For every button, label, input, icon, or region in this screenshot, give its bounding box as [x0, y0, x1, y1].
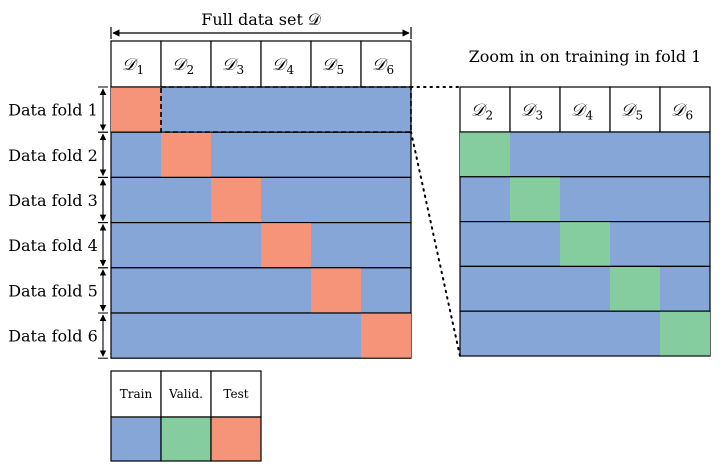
fold-row-6: Data fold 6 [8, 312, 412, 359]
legend-label: Train [120, 387, 153, 401]
validation-block [610, 267, 660, 311]
fold-row-2: Data fold 2 [8, 131, 412, 178]
training-block [110, 267, 412, 314]
header-d4-label: 𝒟4 [272, 55, 295, 77]
zoom-header-d2-label: 𝒟2 [471, 101, 493, 123]
header-d1-label: 𝒟1 [122, 55, 144, 77]
test-block [161, 132, 211, 177]
fold-label: Data fold 4 [8, 236, 98, 255]
zoom-row-5 [459, 310, 711, 357]
zoom-header-d6: 𝒟6 [659, 86, 711, 133]
legend: Train Valid. Test [110, 370, 262, 462]
fold-rows: Data fold 1 Data fold 2 Data fold 3 Data fo… [8, 86, 412, 359]
test-block [111, 87, 161, 132]
legend-test: Test [210, 370, 262, 462]
fold-label: Data fold 1 [8, 101, 98, 120]
zoom-row-1 [459, 131, 711, 178]
header-d5-label: 𝒟5 [322, 55, 344, 77]
header-d6: 𝒟6 [360, 40, 412, 88]
validation-block [460, 132, 510, 177]
zoom-row-4 [459, 265, 711, 312]
training-block [459, 176, 711, 223]
main-header-row: 𝒟1 𝒟2 𝒟3 𝒟4 𝒟5 𝒟6 [110, 40, 412, 88]
fold-row-5: Data fold 5 [8, 267, 412, 314]
test-block [361, 313, 411, 358]
fold-row-1: Data fold 1 [8, 86, 412, 133]
fold-label: Data fold 6 [8, 327, 98, 346]
zoom-header-d4-label: 𝒟4 [571, 101, 594, 123]
header-d2-label: 𝒟2 [172, 55, 194, 77]
zoom-row-3 [459, 221, 711, 268]
fold-label: Data fold 3 [8, 191, 98, 210]
validation-block [560, 222, 610, 266]
header-d3: 𝒟3 [210, 40, 262, 88]
zoom-header-d5-label: 𝒟5 [621, 101, 643, 123]
zoom-header-d2: 𝒟2 [459, 86, 511, 133]
legend-swatch-test [210, 416, 262, 462]
training-block [459, 265, 711, 312]
training-block [110, 131, 412, 178]
zoom-title: Zoom in on training in fold 1 [469, 47, 702, 66]
legend-label: Test [223, 387, 248, 401]
header-d2: 𝒟2 [160, 40, 212, 88]
zoom-header-d3: 𝒟3 [509, 86, 561, 133]
zoom-header-d3-label: 𝒟3 [521, 101, 543, 123]
fold-row-4: Data fold 4 [8, 222, 412, 269]
zoom-rows [459, 131, 711, 357]
validation-block [660, 311, 710, 356]
fold-row-3: Data fold 3 [8, 176, 412, 224]
zoom-row-2 [459, 176, 711, 223]
header-d3-label: 𝒟3 [222, 55, 244, 77]
header-d4: 𝒟4 [260, 40, 312, 88]
legend-train: Train [110, 370, 162, 462]
header-d5: 𝒟5 [310, 40, 362, 88]
diagram-title: Full data set 𝒟 [201, 10, 321, 29]
test-block [211, 178, 261, 222]
zoom-header-row: 𝒟2 𝒟3 𝒟4 𝒟5 𝒟6 [459, 86, 711, 133]
legend-label: Valid. [168, 387, 203, 401]
validation-block [510, 177, 560, 221]
header-d6-label: 𝒟6 [372, 55, 394, 77]
zoom-header-d5: 𝒟5 [609, 86, 661, 133]
fold-label: Data fold 2 [8, 146, 98, 165]
fold1-training-highlight [160, 86, 412, 133]
zoom-header-d4: 𝒟4 [559, 86, 611, 133]
fold-label: Data fold 5 [8, 281, 98, 300]
header-d1: 𝒟1 [110, 40, 162, 88]
test-block [311, 268, 361, 313]
zoom-connector-bottom [410, 131, 461, 357]
zoom-header-d6-label: 𝒟6 [671, 101, 693, 123]
legend-swatch-train [110, 416, 162, 462]
legend-swatch-valid [160, 416, 212, 462]
legend-valid: Valid. [160, 370, 212, 462]
test-block [261, 223, 311, 268]
